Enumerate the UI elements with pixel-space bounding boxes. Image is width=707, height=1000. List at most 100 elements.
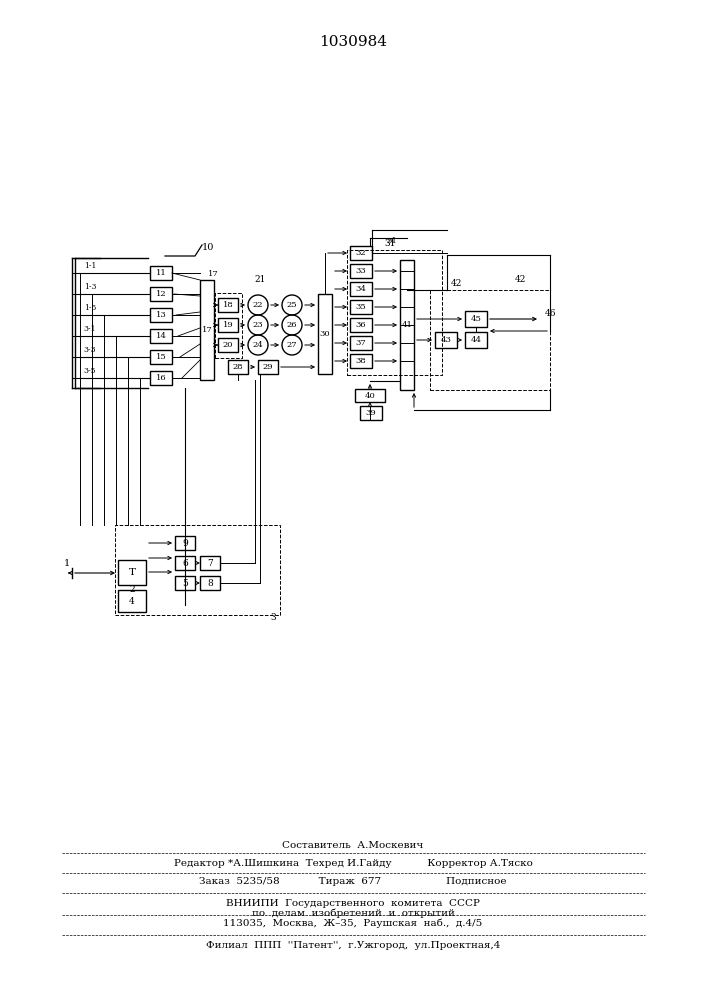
Bar	[347, 250, 442, 375]
Text: 28: 28	[233, 363, 243, 371]
Bar	[115, 525, 280, 615]
Text: 44: 44	[470, 336, 481, 344]
Text: 14: 14	[156, 332, 166, 340]
Text: 25: 25	[286, 301, 298, 309]
Text: 18: 18	[223, 301, 233, 309]
Text: 113035,  Москва,  Ж–35,  Раушская  наб.,  д.4/5: 113035, Москва, Ж–35, Раушская наб., д.4…	[223, 918, 483, 928]
Text: 6: 6	[182, 558, 188, 568]
Text: 20: 20	[223, 341, 233, 349]
Text: 27: 27	[286, 341, 298, 349]
Text: 10: 10	[201, 243, 214, 252]
Text: 4: 4	[129, 596, 135, 605]
Bar	[175, 576, 195, 590]
Bar	[218, 338, 238, 352]
Bar	[350, 336, 372, 350]
Text: 40: 40	[365, 391, 375, 399]
Bar	[435, 332, 457, 348]
Bar	[118, 560, 146, 585]
Text: ВНИИПИ  Государственного  комитета  СССР: ВНИИПИ Государственного комитета СССР	[226, 900, 480, 908]
Bar	[350, 300, 372, 314]
Bar	[150, 350, 172, 364]
Bar	[175, 556, 195, 570]
Bar	[465, 311, 487, 327]
Bar	[360, 406, 382, 420]
Bar	[118, 590, 146, 612]
Text: 36: 36	[356, 321, 366, 329]
Text: 23: 23	[252, 321, 263, 329]
Text: 29: 29	[263, 363, 274, 371]
Text: 1: 1	[64, 558, 70, 568]
Text: Филиал  ППП  ''Патент'',  г.Ужгород,  ул.Проектная,4: Филиал ППП ''Патент'', г.Ужгород, ул.Про…	[206, 940, 500, 950]
Text: Редактор *А.Шишкина  Техред И.Гайду           Корректор А.Тяско: Редактор *А.Шишкина Техред И.Гайду Корре…	[173, 858, 532, 867]
Bar	[218, 298, 238, 312]
Text: Заказ  5235/58            Тираж  677                    Подписное: Заказ 5235/58 Тираж 677 Подписное	[199, 878, 507, 886]
Bar	[350, 282, 372, 296]
Text: 42: 42	[514, 275, 526, 284]
Bar	[200, 556, 220, 570]
Bar	[350, 318, 372, 332]
Bar	[150, 266, 172, 280]
Bar	[430, 290, 550, 390]
Text: 13: 13	[156, 311, 166, 319]
Text: T: T	[129, 568, 136, 577]
Text: 7: 7	[207, 558, 213, 568]
Bar	[350, 246, 372, 260]
Text: 8: 8	[207, 578, 213, 587]
Bar	[200, 280, 214, 380]
Text: 30: 30	[320, 330, 330, 338]
Text: 45: 45	[471, 315, 481, 323]
Bar	[200, 576, 220, 590]
Bar	[150, 329, 172, 343]
Text: 9: 9	[182, 538, 188, 548]
Bar	[258, 360, 278, 374]
Text: 43: 43	[440, 336, 452, 344]
Bar	[318, 294, 332, 374]
Text: 1-5: 1-5	[84, 304, 96, 312]
Bar	[355, 389, 385, 402]
Text: 31: 31	[387, 237, 397, 245]
Text: 21: 21	[255, 275, 266, 284]
Text: 16: 16	[156, 374, 166, 382]
Text: 41: 41	[402, 321, 412, 329]
Text: 1030984: 1030984	[319, 35, 387, 49]
Text: 22: 22	[252, 301, 263, 309]
Bar	[175, 536, 195, 550]
Bar	[465, 332, 487, 348]
Text: 32: 32	[356, 249, 366, 257]
Bar	[215, 293, 242, 358]
Text: 39: 39	[366, 409, 376, 417]
Text: 5: 5	[182, 578, 188, 587]
Text: 11: 11	[156, 269, 166, 277]
Text: 19: 19	[223, 321, 233, 329]
Text: 17: 17	[208, 270, 218, 278]
Text: 42: 42	[450, 278, 462, 288]
Bar	[150, 308, 172, 322]
Text: 12: 12	[156, 290, 166, 298]
Bar	[150, 371, 172, 385]
Text: 17: 17	[201, 326, 212, 334]
Text: 24: 24	[252, 341, 264, 349]
Text: 33: 33	[356, 267, 366, 275]
Text: 3-1: 3-1	[83, 325, 96, 333]
Bar	[228, 360, 248, 374]
Text: 31: 31	[385, 238, 396, 247]
Text: 2: 2	[129, 585, 135, 594]
Text: 3: 3	[270, 612, 276, 621]
Bar	[150, 287, 172, 301]
Text: 37: 37	[356, 339, 366, 347]
Text: 3-5: 3-5	[83, 367, 96, 375]
Text: 34: 34	[356, 285, 366, 293]
Bar	[218, 318, 238, 332]
Bar	[350, 264, 372, 278]
Text: 1-3: 1-3	[83, 283, 96, 291]
Bar	[350, 354, 372, 368]
Text: 46: 46	[545, 310, 556, 318]
Text: Составитель  А.Москевич: Составитель А.Москевич	[282, 840, 423, 850]
Text: 26: 26	[287, 321, 297, 329]
Text: по  делам  изобретений  и  открытий: по делам изобретений и открытий	[252, 908, 455, 918]
Text: 35: 35	[356, 303, 366, 311]
Text: 1-1: 1-1	[84, 262, 96, 270]
Text: 15: 15	[156, 353, 166, 361]
Bar	[400, 260, 414, 390]
Text: 3-3: 3-3	[83, 346, 96, 354]
